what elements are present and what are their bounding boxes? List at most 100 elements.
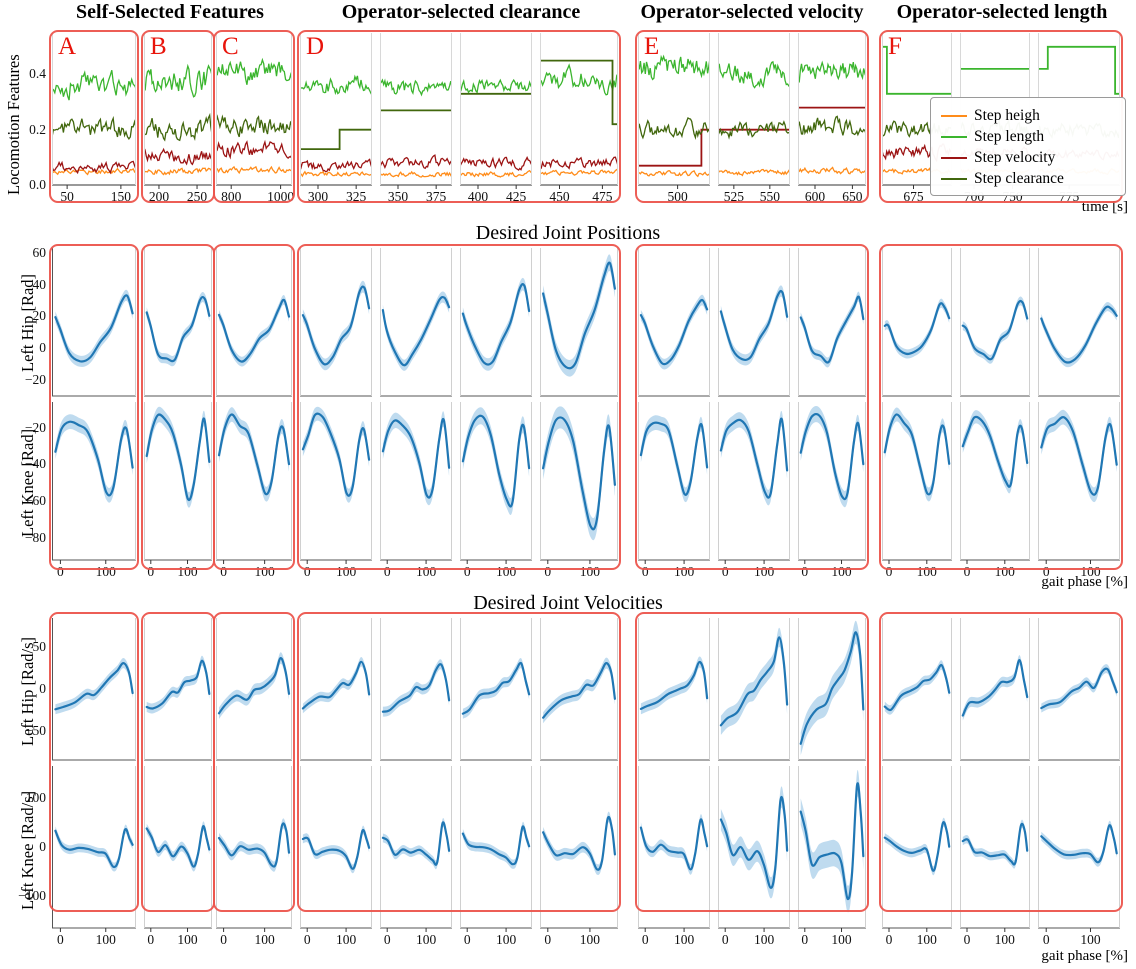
- x-tick-label: 100: [254, 932, 275, 947]
- y-tick-label: −20: [24, 419, 46, 435]
- legend-line-swatch: [941, 114, 967, 117]
- x-tick-label: 0: [147, 932, 155, 947]
- y-tick-label: −50: [24, 722, 46, 738]
- x-tick-label: 0: [57, 932, 64, 947]
- x-tick-label: 525: [723, 189, 744, 204]
- features-panel: [638, 33, 710, 189]
- y-tick-label: 0.0: [29, 177, 46, 192]
- x-tick-label: 100: [753, 564, 775, 579]
- x-tick-label: 0: [463, 932, 471, 947]
- x-tick-label: 450: [549, 189, 570, 204]
- gait-panel: [1038, 402, 1120, 564]
- x-tick-label: 100: [177, 564, 198, 579]
- legend-line-swatch: [941, 177, 967, 180]
- y-tick-label: 0.4: [29, 66, 46, 82]
- x-tick-label: 100: [831, 932, 852, 947]
- y-tick-label: −100: [18, 888, 46, 904]
- gait-panel: [216, 766, 292, 932]
- x-tick-label: 350: [387, 189, 409, 204]
- features-panel: [798, 33, 866, 189]
- gait-panel: [460, 402, 532, 564]
- x-tick-label: 0: [963, 932, 971, 947]
- x-tick-label: 0: [1042, 932, 1050, 947]
- x-tick-label: 100: [254, 564, 275, 579]
- gait-panel: [380, 248, 452, 397]
- gait-panel: [718, 766, 790, 932]
- x-tick-label: 1000: [267, 189, 295, 204]
- features-panel: [52, 33, 136, 189]
- gait-panel: [540, 766, 618, 932]
- gait-panel: [1038, 766, 1120, 932]
- gait-panel: [380, 402, 452, 564]
- gait-panel: [300, 618, 372, 761]
- x-tick-label: 675: [903, 189, 924, 204]
- x-tick-label: 50: [60, 189, 74, 204]
- x-tick-label: 100: [95, 564, 116, 579]
- y-tick-label: 0.2: [29, 121, 46, 137]
- gait-panel: [798, 402, 866, 564]
- x-tick-label: 100: [753, 932, 775, 947]
- gait-panel: [882, 248, 952, 397]
- gait-panel: [718, 248, 790, 397]
- legend-line-swatch: [941, 156, 967, 159]
- legend-item: Step clearance: [941, 168, 1115, 189]
- legend-label: Step clearance: [974, 169, 1064, 187]
- ylabel-left-knee-rad: Left Knee [Rad]: [18, 428, 37, 537]
- features-panel: [460, 33, 532, 189]
- section-title-joint-velocities: Desired Joint Velocities: [473, 592, 663, 614]
- xlabel-time: time [s]: [1081, 199, 1128, 215]
- gait-panel: [718, 618, 790, 761]
- gait-panel: [144, 766, 212, 932]
- gait-panel: [540, 618, 618, 761]
- x-tick-label: 100: [579, 932, 601, 947]
- legend-item: Step velocity: [941, 147, 1115, 168]
- x-tick-label: 250: [186, 189, 208, 204]
- column-title-self-selected: Self-Selected Features: [76, 1, 264, 23]
- x-tick-label: 100: [673, 564, 695, 579]
- x-tick-label: 100: [994, 932, 1015, 947]
- y-tick-label: 100: [25, 789, 46, 805]
- x-tick-label: 0: [303, 932, 311, 947]
- gait-panel: [882, 402, 952, 564]
- gait-panel: [216, 618, 292, 761]
- gait-panel: [718, 402, 790, 564]
- gait-panel: [960, 402, 1030, 564]
- x-tick-label: 100: [1080, 564, 1101, 579]
- gait-panel: [144, 402, 212, 564]
- gait-panel: [882, 618, 952, 761]
- x-tick-label: 100: [579, 564, 601, 579]
- gait-panel: [52, 766, 136, 932]
- gait-panel: [216, 248, 292, 397]
- x-tick-label: 0: [721, 932, 729, 947]
- legend-label: Step velocity: [974, 148, 1056, 166]
- y-tick-label: 0: [39, 681, 46, 696]
- legend: Step heigh Step length Step velocity Step c…: [930, 97, 1126, 196]
- gait-panel: [638, 402, 710, 564]
- gait-panel: [798, 766, 866, 932]
- x-tick-label: 0: [801, 564, 809, 579]
- legend-item: Step heigh: [941, 105, 1115, 126]
- gait-panel: [960, 618, 1030, 761]
- gait-panel: [882, 766, 952, 932]
- x-tick-label: 100: [916, 932, 937, 947]
- x-tick-label: 0: [220, 564, 227, 579]
- gait-panel: [300, 766, 372, 932]
- x-tick-label: 0: [463, 564, 471, 579]
- gait-panel: [638, 766, 710, 932]
- legend-label: Step heigh: [974, 106, 1040, 124]
- gait-panel: [144, 618, 212, 761]
- gait-panel: [300, 402, 372, 564]
- gait-panel: [960, 766, 1030, 932]
- column-title-operator-velocity: Operator-selected velocity: [640, 1, 864, 23]
- x-tick-label: 100: [495, 932, 517, 947]
- features-panel: [216, 33, 292, 189]
- y-tick-label: −60: [24, 493, 46, 509]
- xlabel-gait-phase-1: gait phase [%]: [1041, 574, 1128, 590]
- y-tick-label: 40: [32, 276, 47, 292]
- x-tick-label: 375: [426, 189, 447, 204]
- x-tick-label: 650: [842, 189, 863, 204]
- x-tick-label: 0: [383, 564, 391, 579]
- legend-line-swatch: [941, 135, 967, 138]
- x-tick-label: 0: [220, 932, 227, 947]
